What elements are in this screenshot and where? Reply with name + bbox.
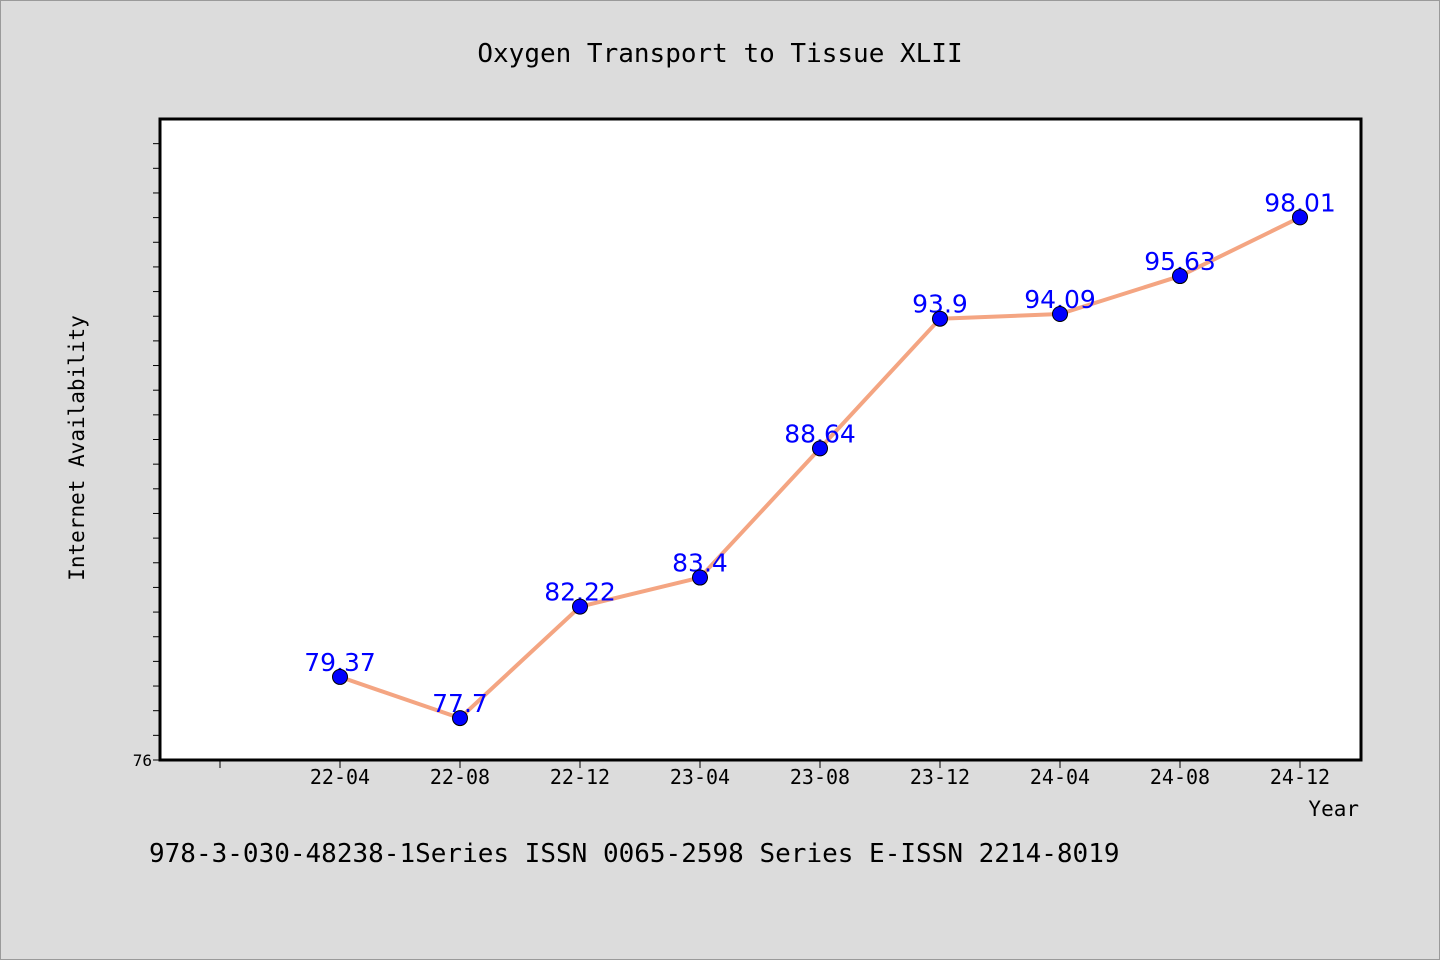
x-tick-label: 23-08 [790,765,850,789]
x-tick-label: 23-12 [910,765,970,789]
plot-area [158,117,1363,762]
x-tick-label: 24-08 [1150,765,1210,789]
data-point[interactable] [1052,306,1068,323]
data-point[interactable] [1172,268,1188,285]
chart-title: Oxygen Transport to Tissue XLII [477,39,962,69]
x-axis-label: Year [1308,797,1359,821]
x-tick-label: 23-04 [670,765,730,789]
data-point[interactable] [932,310,948,327]
x-tick-label: 22-04 [310,765,370,789]
data-point[interactable] [1292,209,1308,226]
data-point[interactable] [692,569,708,586]
data-point[interactable] [572,598,588,615]
data-point[interactable] [812,440,828,457]
y-axis-min-label: 76 [133,751,152,770]
x-tick-label: 24-12 [1270,765,1330,789]
data-point[interactable] [332,668,348,685]
footer-isbn-text: 978-3-030-48238-1Series ISSN 0065-2598 S… [149,839,1120,869]
y-axis-label: Internet Availability [65,315,89,581]
x-tick-label: 22-08 [430,765,490,789]
x-tick-label: 22-12 [550,765,610,789]
x-tick-label: 24-04 [1030,765,1090,789]
data-point[interactable] [452,710,468,727]
y-axis-ticks [153,143,160,761]
x-axis-ticks: 22-04 22-08 22-12 23-04 23-08 23-12 24-04 24-08… [219,760,1330,789]
